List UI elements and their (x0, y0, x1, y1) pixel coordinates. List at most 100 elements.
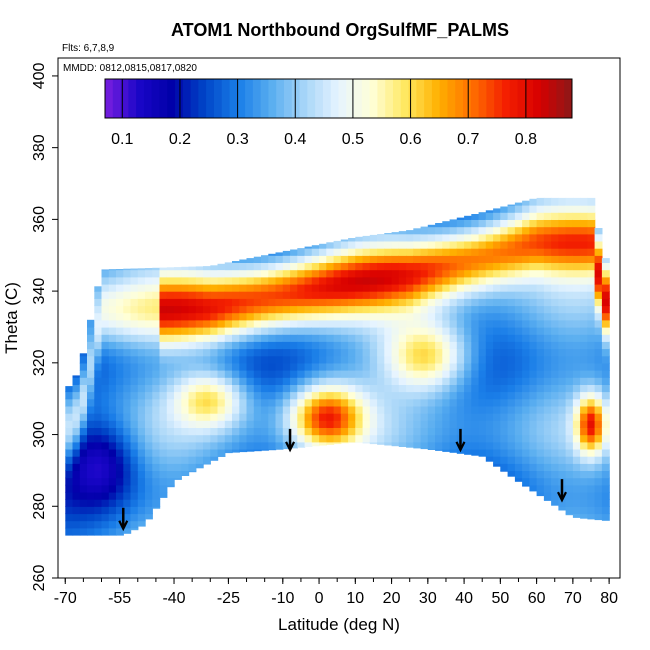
heatmap-cell (232, 441, 240, 450)
heatmap-cell (536, 212, 545, 220)
heatmap-cell (362, 441, 371, 444)
heatmap-cell (87, 341, 95, 350)
heatmap-cell (137, 405, 146, 414)
heatmap-cell (558, 283, 567, 292)
heatmap-cell (174, 427, 182, 436)
heatmap-cell (435, 370, 443, 378)
heatmap-cell (485, 298, 494, 307)
colorbar-segment (369, 79, 378, 118)
heatmap-cell (594, 233, 603, 242)
heatmap-cell (514, 470, 523, 479)
heatmap-cell (420, 255, 429, 263)
heatmap-cell (130, 513, 139, 522)
heatmap-cell (224, 291, 233, 299)
heatmap-cell (94, 413, 103, 421)
heatmap-cell (514, 248, 523, 256)
heatmap-cell (587, 262, 596, 271)
heatmap-cell (311, 427, 320, 436)
heatmap-cell (319, 255, 327, 263)
heatmap-cell (290, 405, 298, 414)
heatmap-cell (224, 370, 233, 378)
heatmap-cell (188, 434, 197, 443)
heatmap-cell (340, 434, 349, 443)
heatmap-cell (261, 370, 269, 378)
heatmap-cell (79, 405, 88, 414)
heatmap-cell (543, 434, 552, 443)
heatmap-cell (246, 405, 255, 414)
heatmap-cell (464, 298, 472, 307)
heatmap-cell (290, 255, 298, 263)
heatmap-cell (253, 319, 262, 328)
heatmap-cell (79, 470, 88, 479)
heatmap-cell (536, 484, 545, 493)
heatmap-cell (137, 463, 146, 471)
heatmap-cell (529, 456, 538, 464)
heatmap-cell (493, 362, 501, 371)
heatmap-cell (268, 276, 277, 285)
x-tick-label: 10 (346, 590, 364, 607)
heatmap-cell (123, 463, 132, 471)
heatmap-cell (558, 499, 567, 507)
heatmap-cell (406, 305, 414, 314)
heatmap-cell (507, 341, 516, 350)
heatmap-cell (413, 427, 422, 436)
heatmap-cell (268, 427, 277, 436)
heatmap-cell (275, 255, 284, 263)
arrow-marker-head (285, 441, 296, 453)
heatmap-cell (253, 276, 262, 285)
heatmap-cell (108, 269, 117, 278)
heatmap-cell (166, 434, 175, 443)
heatmap-cell (340, 269, 349, 278)
heatmap-cell (384, 434, 393, 443)
heatmap-cell (319, 269, 327, 278)
heatmap-cell (427, 291, 436, 299)
heatmap-cell (79, 513, 88, 522)
colorbar-segment (151, 79, 160, 118)
heatmap-cell (587, 413, 596, 421)
arrow-marker-head (118, 520, 129, 532)
heatmap-cell (181, 269, 190, 278)
heatmap-cell (391, 319, 400, 328)
heatmap-cell (101, 269, 110, 278)
heatmap-cell (435, 413, 443, 421)
heatmap-cell (159, 370, 168, 378)
heatmap-cell (594, 434, 603, 443)
heatmap-cell (188, 355, 197, 364)
heatmap-cell (137, 427, 146, 436)
heatmap-cell (253, 434, 262, 443)
heatmap-cell (507, 219, 516, 228)
heatmap-cell (435, 405, 443, 414)
heatmap-cell (362, 420, 371, 428)
heatmap-cell (529, 240, 538, 249)
heatmap-cell (565, 298, 574, 307)
heatmap-cell (159, 398, 168, 407)
heatmap-cell (326, 305, 335, 314)
heatmap-cell (355, 341, 364, 350)
heatmap-cell (536, 319, 545, 328)
heatmap-cell (500, 233, 509, 242)
heatmap-cell (543, 441, 552, 450)
heatmap-cell (398, 398, 407, 407)
heatmap-cell (239, 398, 248, 407)
heatmap-cell (551, 248, 559, 256)
heatmap-cell (522, 240, 530, 249)
heatmap-cell (195, 420, 204, 428)
heatmap-cell (435, 384, 443, 393)
heatmap-cell (239, 413, 248, 421)
heatmap-cell (485, 391, 494, 400)
heatmap-cell (580, 420, 588, 428)
heatmap-cell (188, 448, 197, 457)
heatmap-cell (188, 470, 197, 473)
heatmap-cell (536, 348, 545, 357)
heatmap-cell (580, 441, 588, 450)
heatmap-cell (551, 319, 559, 328)
heatmap-cell (471, 334, 480, 342)
heatmap-cell (203, 269, 211, 278)
heatmap-cell (239, 269, 248, 278)
heatmap-cell (159, 267, 168, 271)
heatmap-cell (420, 291, 429, 299)
heatmap-cell (79, 441, 88, 450)
heatmap-cell (94, 448, 103, 457)
heatmap-cell (580, 305, 588, 314)
